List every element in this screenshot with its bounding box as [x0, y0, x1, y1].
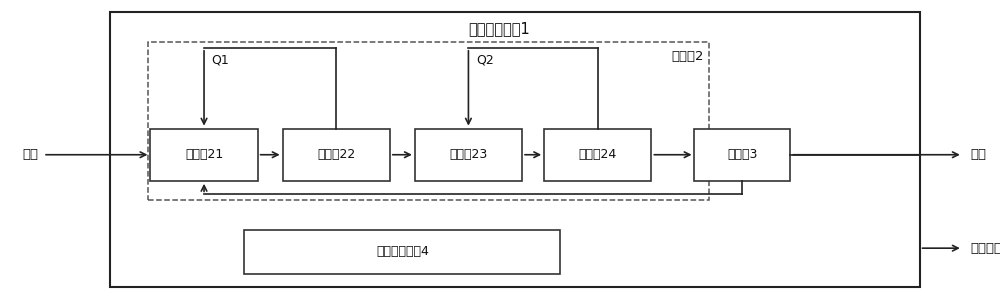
Text: 缺氧池23: 缺氧池23 — [449, 148, 488, 161]
Text: Q1: Q1 — [212, 54, 229, 67]
Bar — [544, 129, 651, 181]
Text: 二沉池3: 二沉池3 — [727, 148, 758, 161]
Text: 好氧池22: 好氧池22 — [317, 148, 355, 161]
Bar — [283, 129, 390, 181]
Bar — [415, 129, 522, 181]
Bar — [244, 230, 560, 274]
Text: 进水: 进水 — [22, 148, 38, 161]
Text: 活性污泥系统1: 活性污泥系统1 — [468, 21, 530, 36]
Text: 缺氧池21: 缺氧池21 — [185, 148, 223, 161]
Bar — [150, 129, 258, 181]
Text: 反应池2: 反应池2 — [672, 50, 704, 63]
Text: 出水: 出水 — [970, 148, 986, 161]
Bar — [148, 42, 709, 200]
Text: 污泥回流系统4: 污泥回流系统4 — [376, 245, 429, 258]
Text: 好氧池24: 好氧池24 — [579, 148, 617, 161]
Bar — [694, 129, 790, 181]
Text: Q2: Q2 — [476, 54, 494, 67]
Bar — [110, 12, 920, 287]
Text: 剩余污泥: 剩余污泥 — [970, 242, 1000, 255]
